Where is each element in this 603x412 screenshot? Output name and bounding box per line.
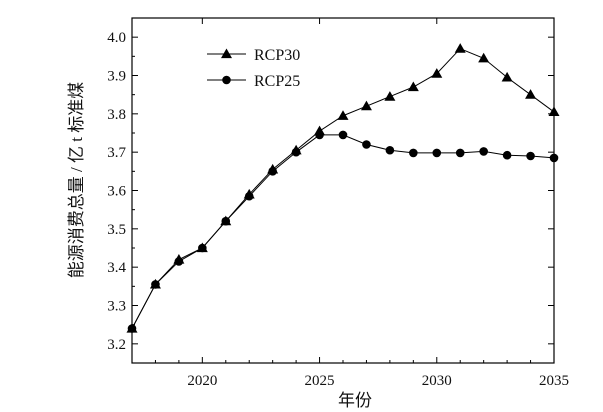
data-point-rcp25 <box>409 148 418 158</box>
data-point-rcp25 <box>174 257 184 266</box>
data-point-rcp25 <box>362 140 371 149</box>
data-point-rcp25 <box>127 324 137 333</box>
data-point-rcp30 <box>431 68 443 78</box>
data-point-rcp25 <box>549 153 559 163</box>
data-point-rcp25 <box>385 145 395 155</box>
plot-area <box>131 17 555 364</box>
data-point-rcp25 <box>151 280 160 289</box>
legend-marker-rcp30 <box>221 48 232 59</box>
y-tick-label: 3.4 <box>107 260 126 276</box>
data-point-rcp30 <box>478 52 490 63</box>
data-point-rcp30 <box>548 106 560 117</box>
y-tick-label: 3.6 <box>107 184 126 200</box>
data-point-rcp25 <box>244 191 254 201</box>
legend-entry-rcp25: RCP25 <box>207 73 300 90</box>
data-point-rcp30 <box>525 89 537 99</box>
data-point-rcp30 <box>337 110 349 120</box>
legend-label-rcp25: RCP25 <box>254 73 300 90</box>
data-point-rcp25 <box>455 148 465 158</box>
data-point-rcp25 <box>526 151 535 161</box>
plot-frame <box>131 17 555 364</box>
series-rcp30 <box>126 43 560 333</box>
y-tick-label: 3.7 <box>107 145 126 161</box>
data-point-rcp30 <box>501 71 513 82</box>
y-axis-label: 能源消费总量 / 亿 t 标准煤 <box>67 82 86 278</box>
y-tick-label: 3.8 <box>107 107 126 123</box>
legend-entry-rcp30: RCP30 <box>207 47 300 64</box>
series-rcp25 <box>127 130 559 333</box>
x-tick-label: 2020 <box>187 373 217 389</box>
axes: 3.2 3.3 3.4 3.5 3.6 3.7 3.8 3.9 4.0 2020 2025 2030 2… <box>107 18 569 389</box>
x-tick-label: 2035 <box>539 373 569 389</box>
data-point-rcp30 <box>407 81 419 92</box>
data-point-rcp25 <box>338 130 348 140</box>
x-axis-label: 年份 <box>338 391 372 410</box>
data-point-rcp25 <box>502 150 512 160</box>
legend: RCP30 RCP25 <box>207 47 300 90</box>
series-line-rcp30 <box>131 48 555 329</box>
y-tick-label: 3.5 <box>107 222 126 238</box>
x-tick-label: 2025 <box>305 373 335 389</box>
y-tick-label: 4.0 <box>107 30 126 46</box>
data-point-rcp25 <box>479 147 488 156</box>
data-point-rcp25 <box>221 216 231 226</box>
data-point-rcp30 <box>360 100 372 111</box>
data-point-rcp25 <box>432 148 442 158</box>
data-point-rcp25 <box>291 147 301 157</box>
data-point-rcp30 <box>454 43 466 53</box>
y-tick-label: 3.2 <box>107 337 126 353</box>
y-tick-label: 3.9 <box>107 69 126 85</box>
data-point-rcp30 <box>384 91 396 101</box>
data-point-rcp25 <box>268 167 277 176</box>
y-tick-label: 3.3 <box>107 299 126 315</box>
legend-marker-rcp25 <box>222 75 231 85</box>
series-line-rcp25 <box>131 134 555 329</box>
x-tick-label: 2030 <box>422 373 452 389</box>
data-point-rcp25 <box>198 243 207 253</box>
legend-label-rcp30: RCP30 <box>254 47 300 64</box>
data-point-rcp25 <box>315 130 324 140</box>
series-layer <box>126 43 560 333</box>
